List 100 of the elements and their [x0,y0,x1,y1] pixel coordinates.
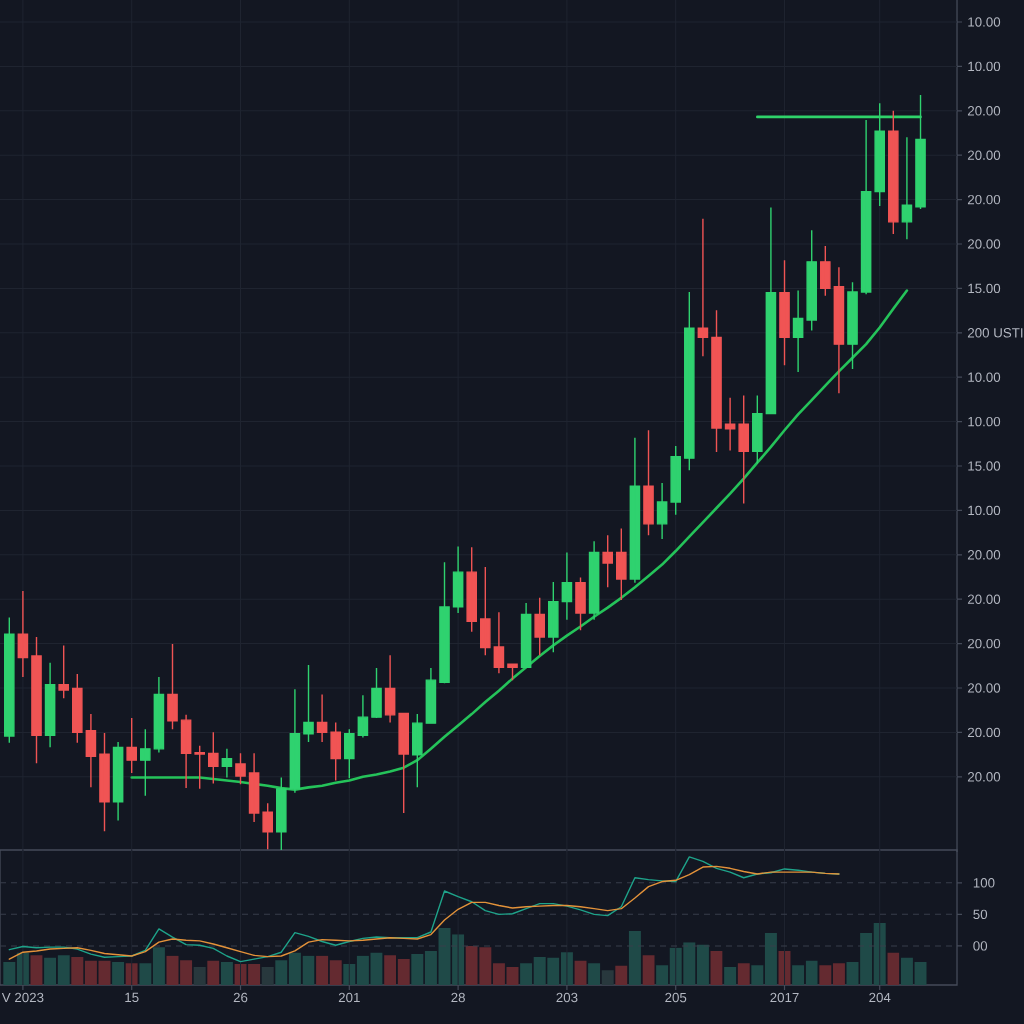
candlestick [194,745,206,790]
candlestick [901,136,913,240]
bar [220,962,233,986]
candlestick [85,713,97,789]
candlestick [316,693,328,743]
candlestick [72,673,83,744]
text: 10.00 [968,505,1001,516]
candlestick [153,676,165,754]
text: 20.00 [967,594,1001,604]
candlestick [534,597,546,656]
bar [316,955,329,986]
candlestick [439,561,450,684]
candlestick [303,664,314,743]
x-tick-label: 26 [233,992,248,1003]
candlestick [561,551,573,621]
x-tick-label: V 2023 [1,992,44,1003]
x-tick-label: 15 [125,992,139,1003]
bar [370,952,383,986]
bar [710,950,723,986]
candlestick [616,527,627,601]
candlestick [847,281,858,370]
candlestick [221,748,233,779]
bar [805,960,818,986]
candlestick [765,206,777,415]
bar [207,960,220,986]
candlestick [452,545,464,614]
candlestick [697,218,709,357]
bar [628,931,641,986]
candlestick [548,581,559,653]
candlestick [493,611,505,675]
candlestick [738,394,750,505]
bar [30,955,43,986]
text: 20.00 [967,194,1001,205]
bar [44,957,57,986]
candlestick [888,110,899,235]
candlestick [860,119,872,296]
bar [329,960,342,986]
bar [751,965,764,986]
bar [356,955,369,986]
bar [384,955,397,986]
bar [411,954,424,986]
bar [724,967,737,986]
bar [139,963,152,986]
text: 15.00 [968,283,1001,294]
bar [900,957,913,986]
x-tick-label: 2017 [770,992,799,1003]
bar [588,963,601,986]
bar [57,955,70,986]
candlestick [398,712,410,814]
bar [288,952,301,986]
bar [601,970,614,986]
bar [764,932,777,986]
bar [656,965,669,986]
candlestick [412,713,423,789]
text: 15.00 [968,461,1001,471]
bar [574,960,587,986]
x-tick-label: 201 [338,992,360,1003]
bar [615,965,628,986]
candlestick [371,667,382,719]
candlestick [289,688,301,794]
candlestick [724,397,736,452]
bar [887,952,900,986]
candlestick [384,654,396,724]
candlestick [643,429,654,536]
x-tick-label: 204 [869,992,891,1003]
text: 20.00 [967,772,1001,782]
bar [84,960,97,986]
bar [261,967,274,986]
candlestick [44,662,56,749]
text: 20.00 [967,638,1001,649]
y-tick-label: 100 [973,878,995,888]
bar [3,962,16,986]
candlestick [602,534,614,588]
candlestick [656,482,668,540]
candlestick [466,546,478,633]
candlestick [425,667,437,724]
candlestick [248,752,260,823]
candlestick [507,663,518,681]
bar [642,955,655,986]
candlestick [4,616,15,744]
bar [914,962,927,986]
y-tick-label: 00 [973,941,988,951]
candlestick [670,445,682,516]
candlestick [31,636,42,764]
text: 20.00 [967,683,1001,693]
candlestick [208,731,219,785]
text: 20.00 [967,239,1001,249]
candlestick [58,644,69,699]
candlestick [588,540,600,621]
bar [520,963,533,986]
bar [832,963,845,986]
candlestick [629,437,641,584]
text: 10.00 [968,372,1001,382]
candlestick [792,289,804,373]
x-tick-label: 28 [451,992,465,1003]
bar [193,967,206,986]
x-tick-label: 205 [665,992,687,1003]
x-tick-label: 203 [556,992,578,1003]
candlestick [140,728,151,797]
candlestick [235,752,246,786]
